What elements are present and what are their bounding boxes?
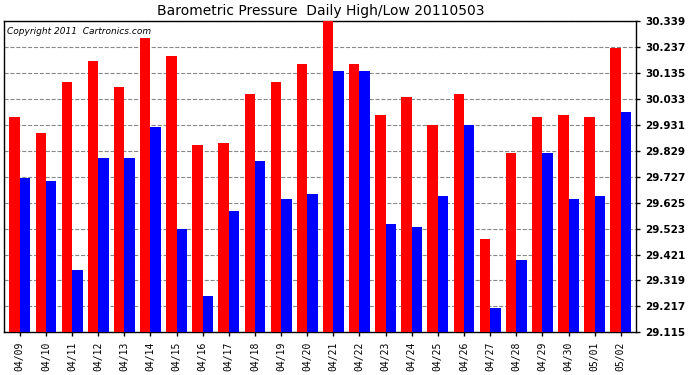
- Bar: [219, 143, 229, 332]
- Bar: [297, 64, 307, 332]
- Bar: [229, 211, 239, 332]
- Bar: [438, 196, 449, 332]
- Bar: [427, 125, 438, 332]
- Title: Barometric Pressure  Daily High/Low 20110503: Barometric Pressure Daily High/Low 20110…: [157, 4, 484, 18]
- Bar: [244, 94, 255, 332]
- Bar: [166, 56, 177, 332]
- Bar: [10, 117, 20, 332]
- Bar: [464, 125, 475, 332]
- Bar: [323, 8, 333, 332]
- Bar: [203, 296, 213, 332]
- Bar: [584, 117, 595, 332]
- Bar: [359, 71, 370, 332]
- Bar: [72, 270, 83, 332]
- Bar: [569, 199, 579, 332]
- Text: Copyright 2011  Cartronics.com: Copyright 2011 Cartronics.com: [8, 27, 151, 36]
- Bar: [490, 308, 500, 332]
- Bar: [281, 199, 292, 332]
- Bar: [140, 38, 150, 332]
- Bar: [349, 64, 359, 332]
- Bar: [595, 196, 605, 332]
- Bar: [20, 178, 30, 332]
- Bar: [516, 260, 526, 332]
- Bar: [375, 115, 386, 332]
- Bar: [532, 117, 542, 332]
- Bar: [480, 240, 490, 332]
- Bar: [453, 94, 464, 332]
- Bar: [150, 128, 161, 332]
- Bar: [270, 82, 281, 332]
- Bar: [558, 115, 569, 332]
- Bar: [35, 132, 46, 332]
- Bar: [124, 158, 135, 332]
- Bar: [621, 112, 631, 332]
- Bar: [610, 48, 621, 332]
- Bar: [255, 160, 266, 332]
- Bar: [333, 71, 344, 332]
- Bar: [402, 97, 412, 332]
- Bar: [46, 181, 57, 332]
- Bar: [506, 153, 516, 332]
- Bar: [542, 153, 553, 332]
- Bar: [114, 87, 124, 332]
- Bar: [412, 227, 422, 332]
- Bar: [177, 229, 187, 332]
- Bar: [61, 82, 72, 332]
- Bar: [98, 158, 108, 332]
- Bar: [386, 224, 396, 332]
- Bar: [307, 194, 317, 332]
- Bar: [193, 145, 203, 332]
- Bar: [88, 61, 98, 332]
